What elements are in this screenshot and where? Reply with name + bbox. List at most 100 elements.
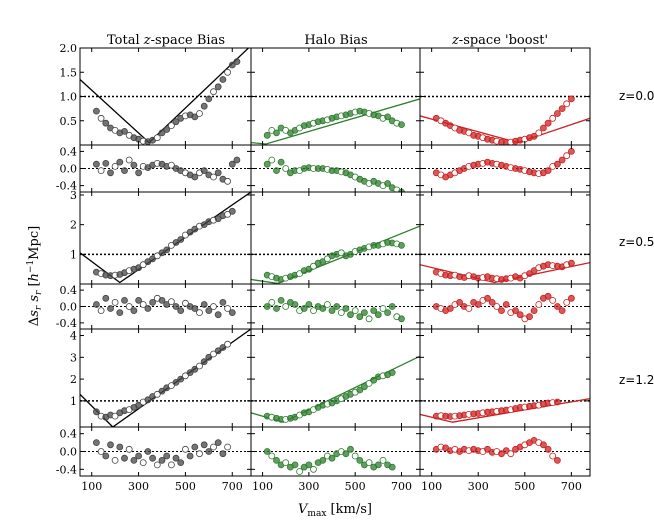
data-point — [196, 309, 203, 317]
y-tick-label: 1.0 — [60, 91, 78, 104]
panel-frame — [250, 191, 421, 285]
data-point — [263, 448, 271, 455]
data-point — [200, 102, 208, 110]
panel-r5-c1: 100 300 500 700 — [250, 426, 421, 493]
panel-r1-c2 — [419, 144, 591, 193]
data-point — [379, 456, 387, 464]
x-tick-label: 500 — [345, 480, 366, 493]
data-point — [205, 95, 213, 103]
panel-data — [420, 259, 590, 284]
data-point — [210, 173, 217, 181]
data-point — [139, 261, 147, 269]
data-point — [554, 456, 561, 464]
redshift-label-1: z=0.59 — [619, 235, 654, 249]
data-point — [328, 454, 336, 462]
data-point — [558, 307, 566, 315]
data-point — [233, 156, 241, 164]
data-point — [214, 311, 222, 319]
data-point — [568, 95, 575, 103]
data-point — [130, 456, 138, 464]
data-point — [337, 309, 345, 317]
data-point — [224, 340, 232, 348]
y-tick-label: -0.4 — [56, 463, 77, 476]
data-point — [205, 448, 213, 455]
y-tick-label: 0.4 — [60, 428, 78, 441]
data-point — [484, 445, 491, 453]
data-point — [224, 68, 232, 76]
data-point — [139, 459, 147, 467]
data-point — [544, 292, 552, 300]
data-point — [205, 307, 213, 315]
data-point — [153, 390, 161, 398]
panel-r1-c1 — [250, 144, 421, 193]
data-point — [305, 461, 313, 469]
data-point — [554, 160, 561, 168]
data-point — [135, 296, 143, 304]
data-point — [111, 298, 119, 306]
data-point — [512, 307, 519, 315]
data-point — [130, 307, 138, 315]
data-point — [121, 454, 128, 462]
data-point — [384, 113, 392, 121]
panel-data — [432, 436, 561, 464]
data-point — [268, 452, 276, 460]
data-point — [300, 305, 308, 312]
data-point — [465, 305, 473, 312]
data-point — [172, 454, 180, 462]
data-point — [488, 298, 496, 306]
data-point — [186, 369, 194, 377]
data-point — [228, 160, 236, 168]
data-point — [374, 461, 382, 469]
data-point — [554, 110, 561, 117]
data-point — [398, 121, 405, 128]
data-point — [563, 152, 571, 160]
data-point — [130, 161, 138, 169]
data-point — [282, 459, 290, 467]
data-point — [177, 375, 185, 383]
panel-data — [93, 156, 241, 185]
y-tick-label: 2.0 — [60, 42, 78, 55]
data-point — [191, 173, 199, 181]
data-point — [356, 386, 364, 394]
data-point — [135, 169, 143, 177]
data-point — [268, 298, 276, 306]
data-point — [116, 158, 124, 166]
panel-r4-c2 — [419, 328, 591, 428]
data-point — [333, 303, 341, 310]
y-axis-label: Δsr sr [h−1Mpc] — [26, 226, 44, 326]
data-point — [191, 305, 199, 312]
x-tick-label: 300 — [468, 480, 489, 493]
column-title-total: Total z-space Bias — [107, 33, 225, 48]
data-point — [121, 127, 128, 135]
panel-data — [420, 398, 590, 423]
data-point — [502, 301, 510, 308]
redshift-label-2: z=1.22 — [619, 373, 654, 387]
data-point — [181, 445, 189, 453]
x-tick-label: 100 — [252, 480, 273, 493]
data-point — [502, 447, 510, 455]
data-point — [172, 239, 180, 246]
data-point — [93, 160, 100, 168]
x-tick-label: 700 — [561, 480, 582, 493]
y-tick-label: -0.4 — [56, 317, 77, 330]
data-point — [296, 468, 304, 475]
data-point — [214, 347, 222, 355]
panel-data — [263, 156, 405, 192]
data-point — [210, 303, 217, 310]
data-point — [228, 61, 236, 69]
data-point — [116, 443, 124, 451]
data-point — [263, 160, 271, 168]
data-point — [563, 298, 571, 306]
data-point — [568, 294, 575, 302]
fit-line — [80, 192, 251, 284]
x-tick-label: 500 — [175, 480, 196, 493]
data-point — [379, 305, 387, 312]
data-point — [328, 307, 336, 315]
panel-data — [263, 296, 405, 323]
data-point — [544, 445, 552, 453]
data-point — [351, 307, 359, 315]
data-point — [498, 307, 505, 315]
data-point — [526, 313, 533, 321]
data-point — [388, 303, 396, 310]
panel-data — [251, 98, 420, 145]
